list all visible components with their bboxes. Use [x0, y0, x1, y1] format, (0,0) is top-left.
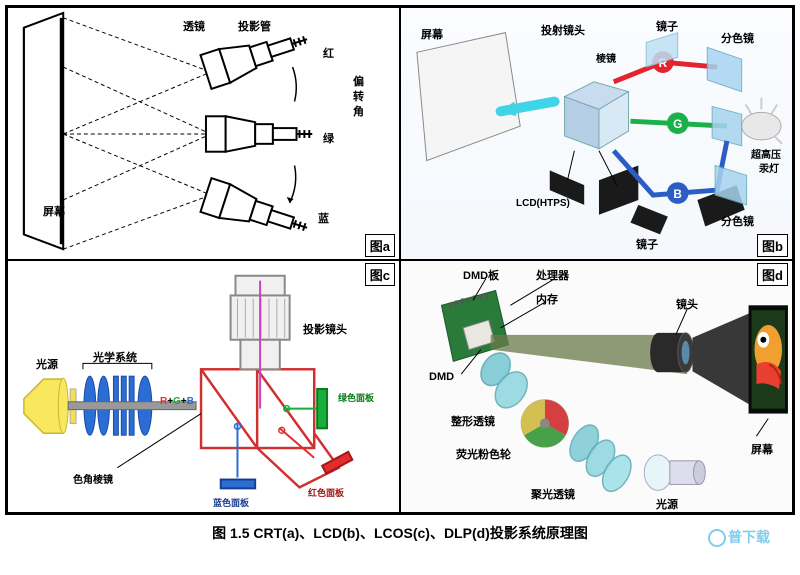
lbl-dmd: DMD	[429, 371, 454, 383]
lbl-colorwheel: 荧光粉色轮	[456, 446, 511, 462]
lbl-processor: 处理器	[536, 267, 569, 283]
panel-label-b: 图b	[757, 234, 788, 257]
lbl-dmdboard: DMD板	[463, 267, 499, 283]
figure-caption: 图 1.5 CRT(a)、LCD(b)、LCOS(c)、DLP(d)投影系统原理…	[0, 523, 800, 543]
panel-lcd: R G B 屏幕 投射镜头 棱镜 镜子 分色镜	[400, 7, 793, 260]
lbl-lamp1: 超高压	[751, 146, 781, 161]
rgb-b: B	[673, 187, 682, 201]
panel-label-c: 图c	[365, 263, 395, 286]
lbl-source: 光源	[36, 356, 58, 372]
lbl-dichroic2: 分色镜	[721, 213, 754, 229]
lbl-deflect3: 角	[353, 103, 364, 119]
lbl-prism: 棱镜	[596, 50, 616, 65]
lbl-lcdhtps: LCD(HTPS)	[516, 198, 570, 209]
lbl-dichroic1: 分色镜	[721, 30, 754, 46]
lbl-screen-a: 屏幕	[43, 203, 65, 219]
rgb-g: G	[673, 117, 682, 131]
lbl-lightsrc: 光源	[656, 496, 678, 512]
panel-dlp: DMD板 处理器 内存 DMD 整形透镜 荧光粉色轮 聚光透镜 光源 镜头 屏幕…	[400, 260, 793, 513]
lcos-diagram	[8, 261, 399, 512]
lbl-dichroic-c: 色角棱镜	[73, 471, 113, 486]
lbl-optsys: 光学系统	[93, 349, 137, 365]
lbl-screen-b: 屏幕	[421, 26, 443, 42]
panel-crt: 透镜 投影管 红 绿 蓝 偏 转 角 屏幕 图a	[7, 7, 400, 260]
watermark: 普下载	[708, 527, 770, 547]
lbl-screen-d: 屏幕	[751, 441, 773, 457]
panel-label-a: 图a	[365, 234, 395, 257]
lbl-deflect1: 偏	[353, 73, 364, 89]
lbl-tube: 投影管	[238, 18, 271, 34]
lbl-memory: 内存	[536, 291, 558, 307]
crt-diagram	[8, 8, 399, 259]
lbl-projlens-b: 投射镜头	[541, 22, 585, 38]
panel-lcos: 光源 光学系统 投影镜头 绿色面板 红色面板 蓝色面板 色角棱镜 R+G+B 图…	[7, 260, 400, 513]
lbl-lens: 透镜	[183, 18, 205, 34]
panel-label-d: 图d	[757, 263, 788, 286]
lbl-blue: 蓝	[318, 210, 329, 226]
lbl-green: 绿	[323, 130, 334, 146]
lbl-rgb-c: R+G+B	[160, 396, 194, 407]
lbl-greenpanel: 绿色面板	[338, 391, 374, 404]
lbl-red: 红	[323, 45, 334, 61]
lbl-bluepanel: 蓝色面板	[213, 496, 249, 509]
lbl-projlens-c: 投影镜头	[303, 321, 347, 337]
watermark-icon	[708, 529, 726, 547]
lbl-lens-d: 镜头	[676, 296, 698, 312]
lbl-lamp2: 汞灯	[759, 160, 779, 175]
lbl-redpanel: 红色面板	[308, 486, 344, 499]
lbl-shapelens: 整形透镜	[451, 413, 495, 429]
lbl-mirror1: 镜子	[656, 18, 678, 34]
lbl-condenser: 聚光透镜	[531, 486, 575, 502]
lbl-deflect2: 转	[353, 88, 364, 104]
lbl-mirror2: 镜子	[636, 236, 658, 252]
dlp-diagram	[401, 261, 792, 512]
